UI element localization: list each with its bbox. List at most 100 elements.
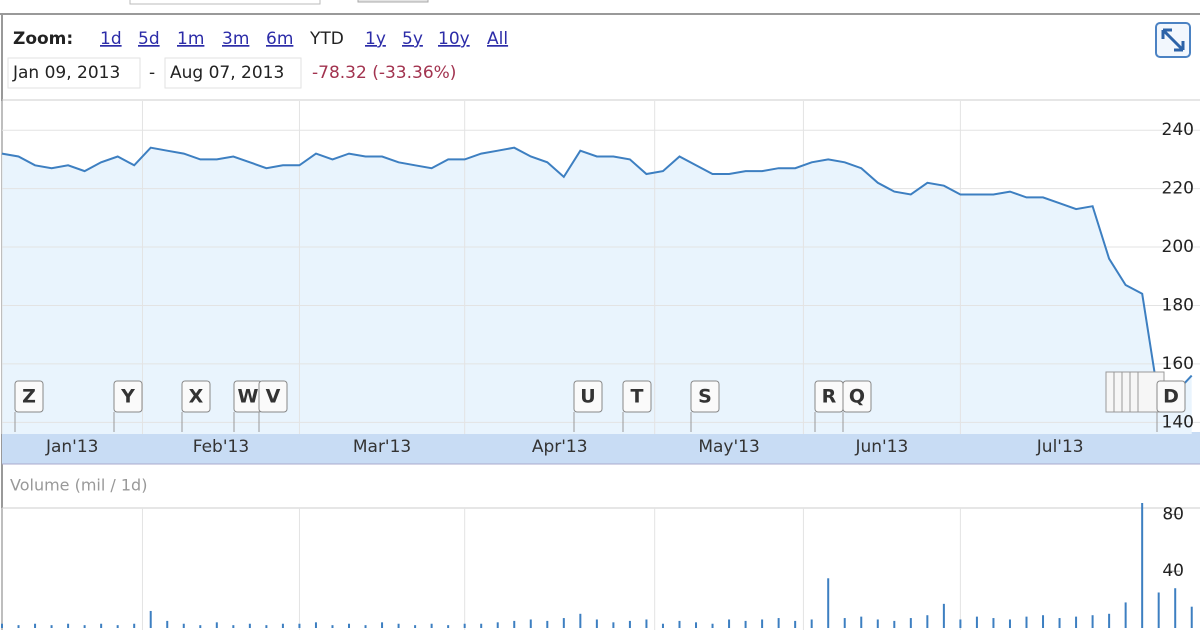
flag-label[interactable]: Q (849, 386, 865, 408)
volume-bar (612, 622, 615, 628)
button[interactable] (357, 0, 429, 3)
volume-bar (678, 620, 681, 628)
volume-bar (17, 625, 20, 628)
volume-bar (463, 623, 466, 628)
volume-bar (1190, 606, 1193, 628)
volume-bar (1058, 618, 1061, 628)
volume-bar (314, 622, 317, 628)
zoom-option[interactable]: 1m (177, 29, 204, 49)
volume-bar (381, 622, 384, 628)
volume-bar (1141, 503, 1144, 628)
y-tick-label: 160 (1162, 354, 1194, 374)
zoom-option[interactable]: All (487, 29, 508, 49)
date-box[interactable] (7, 57, 141, 89)
y-tick-label: 180 (1162, 295, 1194, 315)
volume-bar (794, 620, 797, 628)
month-bar (2, 432, 1200, 464)
volume-bar (34, 623, 37, 628)
flag[interactable] (258, 380, 288, 413)
volume-bar (761, 619, 764, 628)
flag-label[interactable]: Y (120, 386, 135, 408)
volume-bar (50, 625, 53, 628)
start-date[interactable]: Jan 09, 2013 (12, 63, 120, 83)
volume-bar (496, 622, 499, 628)
flag-label[interactable]: S (698, 386, 712, 408)
volume-bar (1008, 619, 1011, 628)
x-tick-label: Jun'13 (854, 437, 908, 457)
zoom-option[interactable]: 5y (402, 29, 423, 49)
volume-bar (414, 625, 417, 628)
volume-bar (447, 625, 450, 628)
volume-bar (562, 618, 565, 628)
x-tick-label: May'13 (698, 437, 759, 457)
volume-bar (281, 623, 284, 628)
expand-icon[interactable] (1161, 28, 1185, 52)
flag[interactable] (690, 380, 720, 413)
x-tick-label: Jul'13 (1036, 437, 1084, 457)
volume-bar (166, 620, 169, 628)
volume-bar (232, 625, 235, 628)
flag[interactable] (573, 380, 603, 413)
end-date[interactable]: Aug 07, 2013 (170, 63, 284, 83)
volume-bar (348, 623, 351, 628)
volume-bar (149, 610, 152, 628)
y-tick-label: 220 (1162, 179, 1194, 199)
volume-bar (860, 616, 863, 628)
flag-label[interactable]: Z (22, 386, 36, 408)
input-box[interactable] (129, 0, 321, 5)
flag-label[interactable]: R (822, 386, 837, 408)
volume-bar (695, 622, 698, 628)
volume-bar (116, 625, 119, 628)
volume-bar (926, 615, 929, 628)
volume-bar (711, 623, 714, 628)
flag-label[interactable]: X (189, 386, 204, 408)
zoom-option[interactable]: 1y (365, 29, 386, 49)
volume-bar (744, 620, 747, 628)
flag-label[interactable]: D (1163, 386, 1179, 408)
volume-bar (893, 620, 896, 628)
flag[interactable] (14, 380, 44, 413)
volume-bar (529, 619, 532, 628)
volume-title: Volume (mil / 1d) (10, 476, 147, 495)
volume-bar (1025, 616, 1028, 628)
volume-bar (628, 620, 631, 628)
flag[interactable] (113, 380, 143, 413)
zoom-option: YTD (309, 29, 344, 49)
flag-label[interactable]: W (238, 386, 259, 408)
zoom-option[interactable]: 10y (438, 29, 470, 49)
flag-label[interactable]: T (631, 386, 644, 408)
volume-bar (876, 619, 879, 628)
volume-bar (430, 623, 433, 628)
volume-bar (364, 625, 367, 628)
volume-bar (1157, 592, 1160, 628)
volume-bar (992, 618, 995, 628)
x-tick-label: Feb'13 (193, 437, 249, 457)
date-box[interactable] (164, 57, 302, 89)
flag[interactable] (842, 380, 872, 413)
flag-label[interactable]: V (266, 386, 281, 408)
volume-bar (909, 618, 912, 628)
flag[interactable] (181, 380, 211, 413)
y-tick-label: 40 (1162, 561, 1184, 581)
volume-bar (480, 623, 483, 628)
zoom-option[interactable]: 5d (138, 29, 160, 49)
volume-bar (298, 623, 301, 628)
y-tick-label: 200 (1162, 237, 1194, 257)
volume-bar (67, 623, 70, 628)
x-tick-label: Jan'13 (45, 437, 99, 457)
zoom-option[interactable]: 1d (100, 29, 122, 49)
flag-label[interactable]: U (580, 386, 595, 408)
expand-button[interactable] (1155, 22, 1191, 58)
flag[interactable] (1156, 380, 1186, 413)
volume-bar (83, 625, 86, 628)
y-tick-label: 240 (1162, 120, 1194, 140)
flag[interactable] (622, 380, 652, 413)
zoom-option[interactable]: 3m (222, 29, 249, 49)
volume-bar (331, 625, 334, 628)
volume-bar (777, 618, 780, 628)
zoom-label: Zoom: (13, 29, 73, 49)
volume-bar (827, 578, 830, 628)
volume-bar (975, 616, 978, 628)
zoom-option[interactable]: 6m (266, 29, 293, 49)
